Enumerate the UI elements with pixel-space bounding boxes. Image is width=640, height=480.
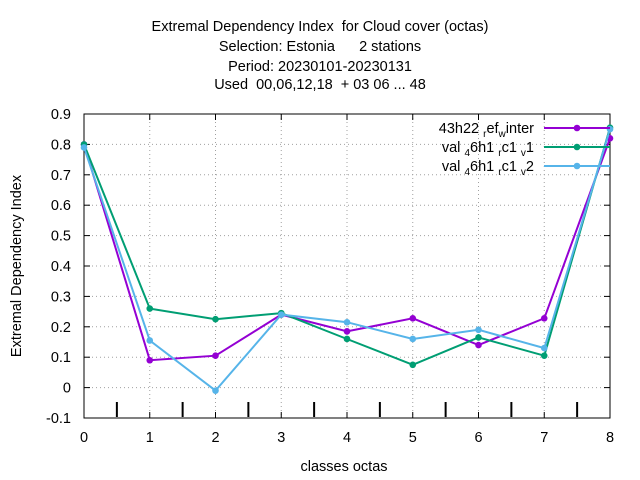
data-point bbox=[475, 341, 482, 349]
y-tick-label: 0.3 bbox=[51, 289, 71, 305]
x-tick-label: 4 bbox=[343, 430, 351, 446]
data-point bbox=[277, 311, 285, 318]
data-point bbox=[475, 326, 482, 334]
x-tick-label: 7 bbox=[540, 430, 548, 446]
data-point bbox=[606, 125, 614, 133]
data-point bbox=[475, 334, 482, 341]
x-tick-label: 5 bbox=[409, 430, 417, 446]
data-point bbox=[540, 314, 548, 322]
data-point bbox=[409, 335, 417, 343]
y-tick-label: 0.5 bbox=[51, 229, 71, 245]
title-line-3: Period: 20230101-20230131 bbox=[228, 59, 412, 75]
data-point bbox=[146, 305, 154, 312]
grid bbox=[84, 114, 610, 418]
bottom-tick-marks bbox=[115, 402, 579, 417]
data-point bbox=[540, 352, 548, 359]
x-tick-label: 0 bbox=[80, 430, 88, 446]
data-point bbox=[540, 344, 548, 352]
legend-swatch-marker bbox=[573, 162, 581, 170]
data-point bbox=[343, 328, 351, 335]
y-tick-label: 0.6 bbox=[51, 198, 71, 214]
y-axis-label: Extremal Dependency Index bbox=[9, 174, 25, 357]
title-line-2: Selection: Estonia 2 stations bbox=[218, 39, 422, 55]
data-point bbox=[212, 315, 219, 323]
data-point bbox=[409, 314, 417, 322]
data-point bbox=[80, 144, 88, 151]
legend-label: 43h22 refwinter bbox=[439, 121, 534, 140]
legend-label: val 46h1 rc1 v2 bbox=[442, 159, 534, 178]
y-tick-label: 0 bbox=[63, 381, 71, 397]
series-layer bbox=[80, 124, 614, 394]
x-tick-label: 1 bbox=[146, 430, 154, 446]
y-tick-label: 0.2 bbox=[51, 320, 71, 336]
x-axis-label: classes octas bbox=[300, 459, 387, 475]
data-point bbox=[343, 335, 351, 343]
data-point bbox=[409, 361, 417, 369]
data-point bbox=[146, 356, 154, 364]
y-tick-label: 0.9 bbox=[51, 107, 71, 123]
data-point bbox=[212, 352, 219, 359]
legend-swatch-marker bbox=[573, 143, 581, 151]
x-tick-label: 2 bbox=[211, 430, 219, 446]
title-line-4: Used 00,06,12,18 + 03 06 ... 48 bbox=[214, 77, 426, 93]
y-tick-label: -0.1 bbox=[46, 411, 71, 427]
x-tick-label: 8 bbox=[606, 430, 614, 446]
y-tick-label: 0.8 bbox=[51, 137, 71, 153]
title-line-1: Extremal Dependency Index for Cloud cove… bbox=[151, 19, 489, 35]
data-point bbox=[212, 387, 219, 394]
axes: -0.1 0 0.1 0.2 0.3 0.4 0.5 0.6 0.7 0.8 0.9 0 1 2 3 4 5 6 7… bbox=[46, 107, 614, 446]
data-point bbox=[343, 318, 351, 326]
legend-swatch-marker bbox=[573, 124, 581, 132]
legend-label: val 46h1 rc1 v1 bbox=[442, 140, 534, 159]
y-tick-label: 0.4 bbox=[51, 259, 71, 275]
y-tick-label: 0.1 bbox=[51, 350, 71, 366]
x-tick-label: 6 bbox=[474, 430, 482, 446]
x-tick-label: 3 bbox=[277, 430, 285, 446]
data-point bbox=[146, 337, 154, 344]
y-tick-label: 0.7 bbox=[51, 168, 71, 184]
